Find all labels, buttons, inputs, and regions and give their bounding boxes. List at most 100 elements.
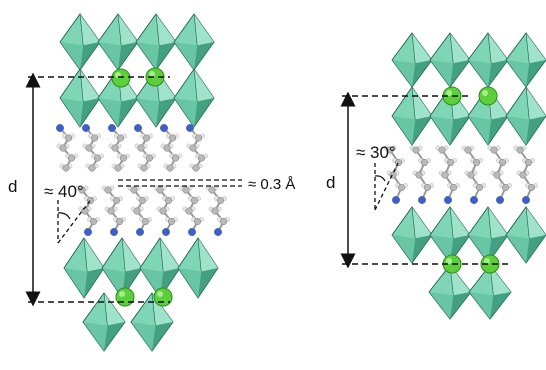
right-spacing-label: d (326, 173, 335, 192)
left-tilt-slanted-line (57, 197, 93, 244)
carbon-atom (394, 158, 403, 167)
octahedron (467, 32, 509, 88)
carbon-atom (208, 186, 216, 194)
carbon-atom (171, 154, 180, 162)
carbon-atom (67, 154, 76, 162)
octahedron (391, 32, 433, 88)
octahedron (429, 206, 471, 264)
octahedron (135, 68, 177, 128)
carbon-atom (490, 146, 498, 154)
carbon-atom (423, 183, 432, 192)
octahedron (467, 86, 509, 146)
carbon-atom (159, 207, 167, 215)
metal-atom (115, 287, 135, 307)
carbon-atom (59, 144, 67, 152)
metal-atom-highlight (482, 90, 488, 96)
carbon-atom (438, 146, 446, 154)
octahedron (59, 68, 101, 128)
right-tilt-arc (374, 175, 386, 182)
organic-chain (179, 185, 204, 237)
carbon-atom (449, 183, 458, 192)
nitrogen-atom (161, 227, 171, 237)
carbon-atom (138, 196, 147, 205)
organic-chain (55, 123, 78, 172)
carbon-atom (190, 196, 199, 205)
nitrogen-atom (469, 195, 479, 205)
carbon-atom (516, 146, 524, 154)
octahedron (391, 206, 433, 264)
left-bottom-octahedra-layer (63, 237, 219, 352)
carbon-atom (420, 158, 429, 167)
octahedron (135, 13, 177, 71)
carbon-atom (88, 164, 96, 172)
organic-chain (133, 123, 156, 172)
metal-atom-highlight (157, 291, 163, 297)
carbon-atom (397, 183, 406, 192)
octahedron (391, 86, 433, 146)
octahedron (82, 292, 126, 352)
nitrogen-atom (443, 195, 453, 205)
organic-chain (101, 185, 126, 237)
carbon-atom (89, 217, 98, 226)
carbon-atom (133, 207, 141, 215)
carbon-atom (189, 144, 197, 152)
carbon-atom (386, 146, 394, 154)
carbon-atom (446, 158, 455, 167)
carbon-atom (130, 186, 138, 194)
carbon-atom (498, 158, 507, 167)
carbon-atom (464, 146, 472, 154)
carbon-atom (119, 154, 128, 162)
carbon-atom (145, 154, 154, 162)
octahedron (467, 206, 509, 264)
left-panel: d ≈ 40° ≈ 0.3 Å (8, 13, 295, 352)
carbon-atom (112, 196, 121, 205)
organic-chain (127, 185, 152, 237)
left-organic-spacer-lower (75, 185, 230, 237)
carbon-atom (62, 164, 70, 172)
nitrogen-atom (133, 123, 143, 133)
left-offset-label: ≈ 0.3 Å (248, 176, 295, 193)
carbon-atom (85, 144, 93, 152)
organic-chain (185, 123, 208, 172)
nitrogen-atom (109, 227, 119, 237)
carbon-atom (140, 164, 148, 172)
octahedron (101, 237, 143, 299)
nitrogen-atom (107, 123, 117, 133)
organic-chain (107, 123, 130, 172)
carbon-atom (137, 144, 145, 152)
nitrogen-atom (495, 195, 505, 205)
nitrogen-atom (55, 123, 65, 133)
carbon-atom (475, 183, 484, 192)
organic-chain (81, 123, 104, 172)
octahedron (468, 264, 512, 320)
octahedron (429, 32, 471, 88)
metal-atom (153, 287, 173, 307)
octahedron (505, 86, 546, 146)
left-organic-spacer-upper (55, 123, 208, 172)
right-panel: d ≈ 30° (326, 32, 546, 320)
carbon-atom (163, 144, 171, 152)
carbon-atom (197, 154, 206, 162)
carbon-atom (182, 186, 190, 194)
carbon-atom (78, 186, 86, 194)
organic-chain (409, 145, 434, 205)
left-top-octahedra-layer (59, 13, 215, 128)
carbon-atom (81, 207, 89, 215)
organic-chain (461, 145, 486, 205)
right-tilt-label: ≈ 30° (356, 143, 396, 162)
nitrogen-atom (159, 123, 169, 133)
carbon-atom (90, 134, 99, 142)
nitrogen-atom (185, 123, 195, 133)
carbon-atom (441, 171, 449, 179)
carbon-atom (501, 183, 510, 192)
left-tilt-arc (57, 212, 71, 220)
right-organic-spacer (383, 145, 538, 205)
carbon-atom (107, 207, 115, 215)
organic-chain (435, 145, 460, 205)
left-tilt-label: ≈ 40° (44, 182, 84, 201)
octahedron (130, 292, 174, 352)
carbon-atom (519, 171, 527, 179)
carbon-atom (164, 196, 173, 205)
organic-chain (487, 145, 512, 205)
right-tilt-slanted-line (374, 162, 399, 211)
